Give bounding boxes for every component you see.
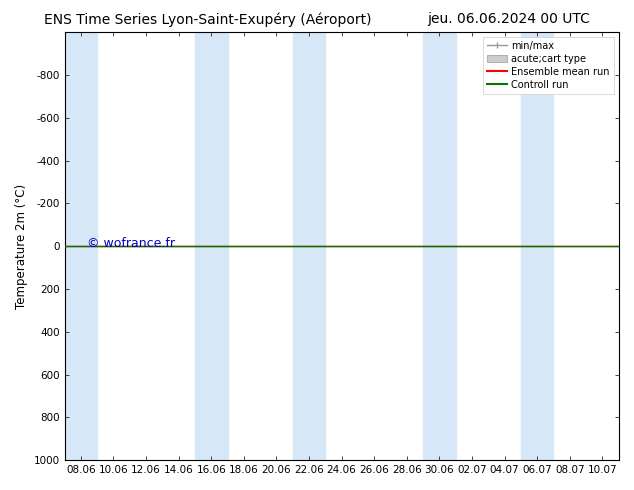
Text: ENS Time Series Lyon-Saint-Exupéry (Aéroport): ENS Time Series Lyon-Saint-Exupéry (Aéro… — [44, 12, 372, 27]
Bar — [293, 32, 325, 460]
Bar — [65, 32, 97, 460]
Bar — [423, 32, 456, 460]
Bar — [195, 32, 228, 460]
Text: jeu. 06.06.2024 00 UTC: jeu. 06.06.2024 00 UTC — [427, 12, 590, 26]
Bar — [521, 32, 553, 460]
Legend: min/max, acute;cart type, Ensemble mean run, Controll run: min/max, acute;cart type, Ensemble mean … — [483, 37, 614, 94]
Y-axis label: Temperature 2m (°C): Temperature 2m (°C) — [15, 184, 28, 309]
Text: © wofrance.fr: © wofrance.fr — [87, 238, 176, 250]
